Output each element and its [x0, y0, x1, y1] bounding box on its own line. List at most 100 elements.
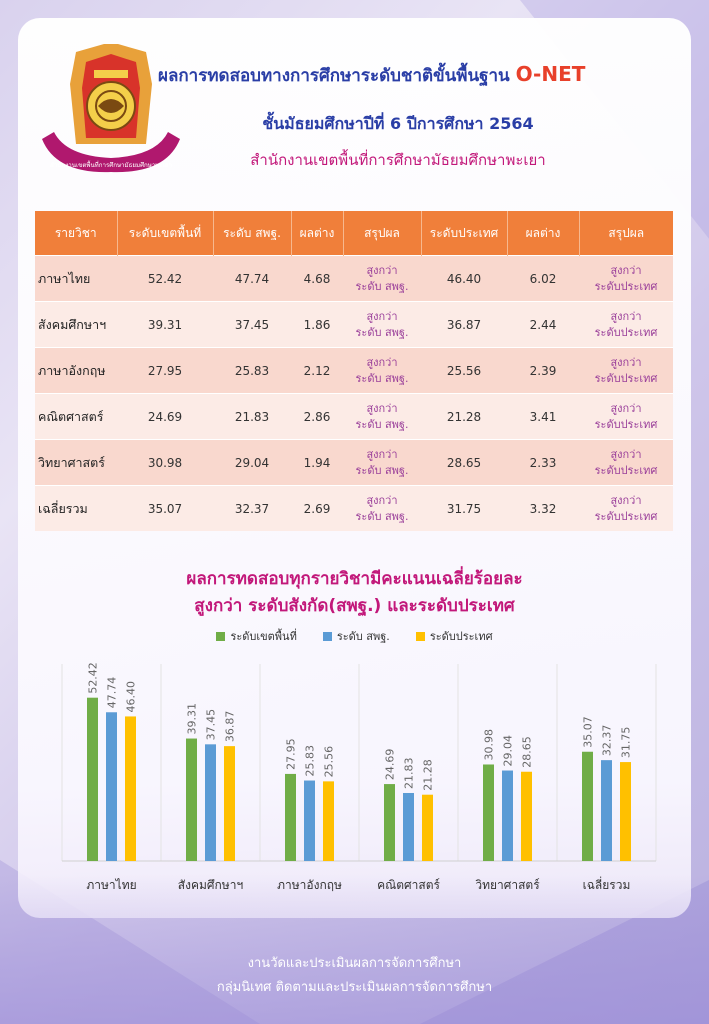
category-label: ภาษาอังกฤษ — [277, 878, 342, 892]
summary-national-cell: สูงกว่าระดับประเทศ — [579, 393, 673, 440]
summary-text: ระดับประเทศ — [594, 279, 658, 293]
bar — [323, 781, 334, 861]
diff-obec-cell: 2.12 — [291, 347, 343, 394]
summary-text: ระดับ สพฐ. — [355, 417, 409, 431]
legend-swatch — [322, 631, 332, 641]
summary-text: ระดับ สพฐ. — [355, 371, 409, 385]
data-label: 25.56 — [323, 746, 336, 778]
summary-text: สูงกว่า — [366, 309, 398, 323]
grade-year-subtitle: ชั้นมัธยมศึกษาปีที่ 6 ปีการศึกษา 2564 — [262, 114, 534, 133]
chart-title: ผลการทดสอบทุกรายวิชามีคะแนนเฉลี่ยร้อยละ — [186, 569, 523, 589]
diff-obec-cell: 2.86 — [291, 393, 343, 440]
legend-label: ระดับประเทศ — [429, 630, 493, 643]
summary-text: สูงกว่า — [610, 263, 642, 277]
national-score-cell: 25.56 — [421, 347, 507, 394]
summary-obec-cell: สูงกว่า ระดับ สพฐ. — [343, 439, 421, 486]
diff-national-cell: 2.44 — [507, 301, 579, 348]
column-header: รายวิชา — [35, 211, 118, 256]
legend-label: ระดับเขตพื้นที่ — [230, 630, 297, 643]
area-score-cell: 52.42 — [117, 255, 213, 302]
bar-chart: 52.42 47.74 46.40 ภาษาไทย 39.31 37.45 36.87 สัง… — [61, 662, 657, 892]
national-score-cell: 46.40 — [421, 255, 507, 302]
diff-national-cell: 2.39 — [507, 347, 579, 394]
summary-text: สูงกว่า — [610, 493, 642, 507]
national-score-cell: 21.28 — [421, 393, 507, 440]
subject-cell: วิทยาศาสตร์ — [35, 439, 117, 486]
obec-score-cell: 37.45 — [213, 301, 291, 348]
category-label: สังคมศึกษาฯ — [178, 878, 243, 892]
footer-line1: งานวัดและประเมินผลการจัดการศึกษา — [247, 956, 462, 971]
bar — [224, 746, 235, 861]
title-line1: ผลการทดสอบทางการศึกษาระดับชาติขั้นพื้นฐา… — [158, 66, 510, 86]
column-header: ระดับประเทศ — [421, 211, 508, 256]
bar — [106, 712, 117, 861]
column-header: สรุปผล — [343, 211, 422, 256]
summary-text: สูงกว่า — [366, 401, 398, 415]
bar — [384, 784, 395, 861]
summary-obec-cell: สูงกว่าระดับ สพฐ. — [343, 485, 421, 531]
column-header: สรุปผล — [579, 211, 673, 256]
table-row: ภาษาไทย 52.42 47.74 4.68 สูงกว่า ระดับ สพฐ. 46… — [35, 255, 673, 302]
data-label: 32.37 — [601, 725, 614, 757]
area-score-cell: 27.95 — [117, 347, 213, 394]
summary-national-cell: สูงกว่าระดับประเทศ — [579, 255, 673, 302]
diff-obec-cell: 4.68 — [291, 255, 343, 302]
onet-label: O-NET — [515, 62, 586, 86]
data-label: 47.74 — [106, 677, 119, 709]
legend-swatch — [216, 631, 226, 641]
summary-text: ระดับประเทศ — [594, 371, 658, 385]
bar — [521, 771, 532, 861]
data-label: 28.65 — [521, 736, 534, 768]
legend-item: ระดับ สพฐ. — [322, 627, 390, 645]
legend-label: ระดับ สพฐ. — [336, 630, 390, 643]
summary-text: ระดับ สพฐ. — [355, 509, 409, 523]
column-header: ผลต่าง — [291, 211, 344, 256]
office-subtitle: สำนักงานเขตพื้นที่การศึกษามัธยมศึกษาพะเย… — [250, 151, 546, 169]
summary-text: สูงกว่า — [610, 401, 642, 415]
summary-national-cell: สูงกว่า ระดับประเทศ — [579, 301, 673, 348]
data-label: 52.42 — [87, 662, 100, 694]
column-header: ระดับ สพฐ. — [213, 211, 292, 256]
summary-text: ระดับ สพฐ. — [355, 279, 409, 293]
obec-score-cell: 21.83 — [213, 393, 291, 440]
bar — [620, 762, 631, 861]
table-row: ภาษาอังกฤษ 27.95 25.83 2.12 สูงกว่า ระดับ สพฐ… — [35, 347, 673, 394]
national-score-cell: 36.87 — [421, 301, 507, 348]
data-label: 30.98 — [483, 729, 496, 761]
summary-text: ระดับประเทศ — [594, 509, 658, 523]
area-score-cell: 30.98 — [117, 439, 213, 486]
office-seal-logo: สำนักงานเขตพื้นที่การศึกษามัธยมศึกษาพะเย… — [42, 44, 180, 173]
table-row: เฉลี่ยรวม 35.07 32.37 2.69 สูงกว่า ระดับ สพฐ.… — [35, 485, 673, 531]
summary-obec-cell: สูงกว่า ระดับ สพฐ. — [343, 301, 421, 348]
diff-national-cell: 3.41 — [507, 393, 579, 440]
summary-text: สูงกว่า — [366, 493, 398, 507]
bar — [601, 760, 612, 861]
summary-obec-cell: สูงกว่า ระดับ สพฐ. — [343, 347, 421, 394]
subject-cell: ภาษาอังกฤษ — [35, 347, 117, 394]
diff-national-cell: 3.32 — [507, 485, 579, 531]
chart-subtitle: สูงกว่า ระดับสังกัด(สพฐ.) และระดับประเทศ — [194, 596, 515, 616]
summary-obec-cell: สูงกว่า ระดับ สพฐ. — [343, 255, 421, 302]
data-label: 25.83 — [304, 745, 317, 777]
data-label: 35.07 — [582, 716, 595, 748]
diff-national-cell: 2.33 — [507, 439, 579, 486]
bar — [285, 773, 296, 861]
data-label: 46.40 — [125, 681, 138, 713]
bar — [304, 780, 315, 861]
data-label: 39.31 — [186, 703, 199, 735]
data-label: 31.75 — [620, 727, 633, 759]
subject-cell: เฉลี่ยรวม — [35, 485, 117, 531]
bar — [582, 751, 593, 861]
table-row: คณิตศาสตร์ 24.69 21.83 2.86 สูงกว่า ระดับ สพฐ… — [35, 393, 673, 440]
data-label: 29.04 — [502, 735, 515, 767]
seal-text: สำนักงานเขตพื้นที่การศึกษามัธยมศึกษาพะเย… — [50, 160, 172, 169]
bar — [125, 716, 136, 861]
table-header-row: รายวิชา ระดับเขตพื้นที่ ระดับ สพฐ. ผลต่า… — [35, 211, 673, 256]
summary-text: ระดับประเทศ — [594, 417, 658, 431]
summary-national-cell: สูงกว่า ระดับประเทศ — [579, 439, 673, 486]
column-header: ผลต่าง — [507, 211, 580, 256]
legend-swatch — [415, 631, 425, 641]
obec-score-cell: 29.04 — [213, 439, 291, 486]
footer-line2: กลุ่มนิเทศ ติดตามและประเมินผลการจัดการศึ… — [216, 980, 493, 995]
data-label: 36.87 — [224, 711, 237, 743]
